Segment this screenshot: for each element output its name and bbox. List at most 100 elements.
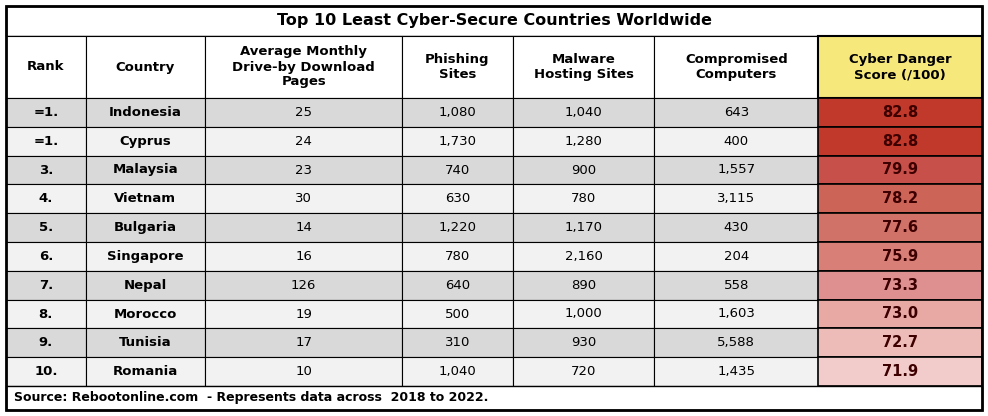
Bar <box>206 328 402 357</box>
Text: 9.: 9. <box>39 336 53 349</box>
Bar <box>402 127 513 156</box>
Text: 126: 126 <box>291 279 316 292</box>
Text: 643: 643 <box>724 106 749 119</box>
Text: Romania: Romania <box>113 365 178 378</box>
Bar <box>818 271 982 300</box>
Text: Average Monthly
Drive-by Download
Pages: Average Monthly Drive-by Download Pages <box>232 45 375 89</box>
Text: 5,588: 5,588 <box>717 336 755 349</box>
Bar <box>654 357 818 386</box>
Bar <box>86 328 206 357</box>
Text: 78.2: 78.2 <box>882 191 918 206</box>
Text: 16: 16 <box>295 250 312 263</box>
Bar <box>6 357 86 386</box>
Bar <box>6 36 86 98</box>
Text: 400: 400 <box>724 135 749 148</box>
Text: 1,730: 1,730 <box>439 135 476 148</box>
Bar <box>206 98 402 127</box>
Bar <box>654 184 818 213</box>
Bar <box>654 328 818 357</box>
Text: 73.3: 73.3 <box>882 278 918 293</box>
Bar <box>818 127 982 156</box>
Text: 2,160: 2,160 <box>565 250 603 263</box>
Text: 8.: 8. <box>39 307 53 320</box>
Bar <box>6 300 86 328</box>
Text: Rank: Rank <box>27 60 64 74</box>
Text: 5.: 5. <box>39 221 53 234</box>
Bar <box>513 98 654 127</box>
Text: 1,603: 1,603 <box>717 307 755 320</box>
Text: 1,435: 1,435 <box>717 365 756 378</box>
Bar <box>86 300 206 328</box>
Bar <box>206 127 402 156</box>
Bar <box>818 156 982 184</box>
Text: 900: 900 <box>571 163 596 176</box>
Bar <box>86 213 206 242</box>
Bar <box>818 242 982 271</box>
Text: Cyber Danger
Score (/100): Cyber Danger Score (/100) <box>849 53 951 81</box>
Text: 7.: 7. <box>39 279 53 292</box>
Bar <box>86 98 206 127</box>
Text: Top 10 Least Cyber-Secure Countries Worldwide: Top 10 Least Cyber-Secure Countries Worl… <box>277 13 711 29</box>
Bar <box>86 127 206 156</box>
Text: 79.9: 79.9 <box>882 163 918 178</box>
Bar <box>513 127 654 156</box>
Bar <box>6 98 86 127</box>
Text: 1,040: 1,040 <box>439 365 476 378</box>
Text: 1,557: 1,557 <box>717 163 756 176</box>
Text: 17: 17 <box>295 336 312 349</box>
Text: 430: 430 <box>724 221 749 234</box>
Text: Country: Country <box>116 60 175 74</box>
Bar <box>6 386 982 410</box>
Bar <box>654 156 818 184</box>
Bar <box>513 36 654 98</box>
Bar <box>402 328 513 357</box>
Bar <box>402 36 513 98</box>
Bar <box>206 213 402 242</box>
Text: 930: 930 <box>571 336 596 349</box>
Bar <box>513 357 654 386</box>
Bar <box>6 328 86 357</box>
Text: 780: 780 <box>571 192 596 206</box>
Text: 23: 23 <box>295 163 312 176</box>
Text: Phishing
Sites: Phishing Sites <box>425 53 490 81</box>
Bar <box>6 213 86 242</box>
Text: 1,220: 1,220 <box>439 221 476 234</box>
Bar <box>6 242 86 271</box>
Bar <box>206 271 402 300</box>
Text: 14: 14 <box>295 221 312 234</box>
Bar <box>402 300 513 328</box>
Bar <box>206 300 402 328</box>
Text: 720: 720 <box>571 365 597 378</box>
Bar <box>402 98 513 127</box>
Bar <box>513 184 654 213</box>
Bar <box>86 184 206 213</box>
Bar <box>6 6 982 36</box>
Text: 72.7: 72.7 <box>882 335 918 350</box>
Bar <box>818 213 982 242</box>
Text: 3,115: 3,115 <box>717 192 756 206</box>
Bar <box>654 242 818 271</box>
Bar <box>654 300 818 328</box>
Bar <box>86 36 206 98</box>
Text: Vietnam: Vietnam <box>115 192 177 206</box>
Text: 740: 740 <box>445 163 470 176</box>
Text: 204: 204 <box>724 250 749 263</box>
Text: 1,080: 1,080 <box>439 106 476 119</box>
Bar <box>513 271 654 300</box>
Bar <box>86 156 206 184</box>
Bar <box>6 156 86 184</box>
Text: 558: 558 <box>723 279 749 292</box>
Bar <box>513 156 654 184</box>
Text: 890: 890 <box>571 279 596 292</box>
Bar <box>206 156 402 184</box>
Bar <box>654 213 818 242</box>
Text: Malware
Hosting Sites: Malware Hosting Sites <box>534 53 633 81</box>
Bar <box>86 271 206 300</box>
Text: Indonesia: Indonesia <box>109 106 182 119</box>
Text: 19: 19 <box>295 307 312 320</box>
Text: 24: 24 <box>295 135 312 148</box>
Bar <box>6 271 86 300</box>
Bar <box>654 127 818 156</box>
Text: 77.6: 77.6 <box>882 220 918 235</box>
Text: 1,000: 1,000 <box>565 307 603 320</box>
